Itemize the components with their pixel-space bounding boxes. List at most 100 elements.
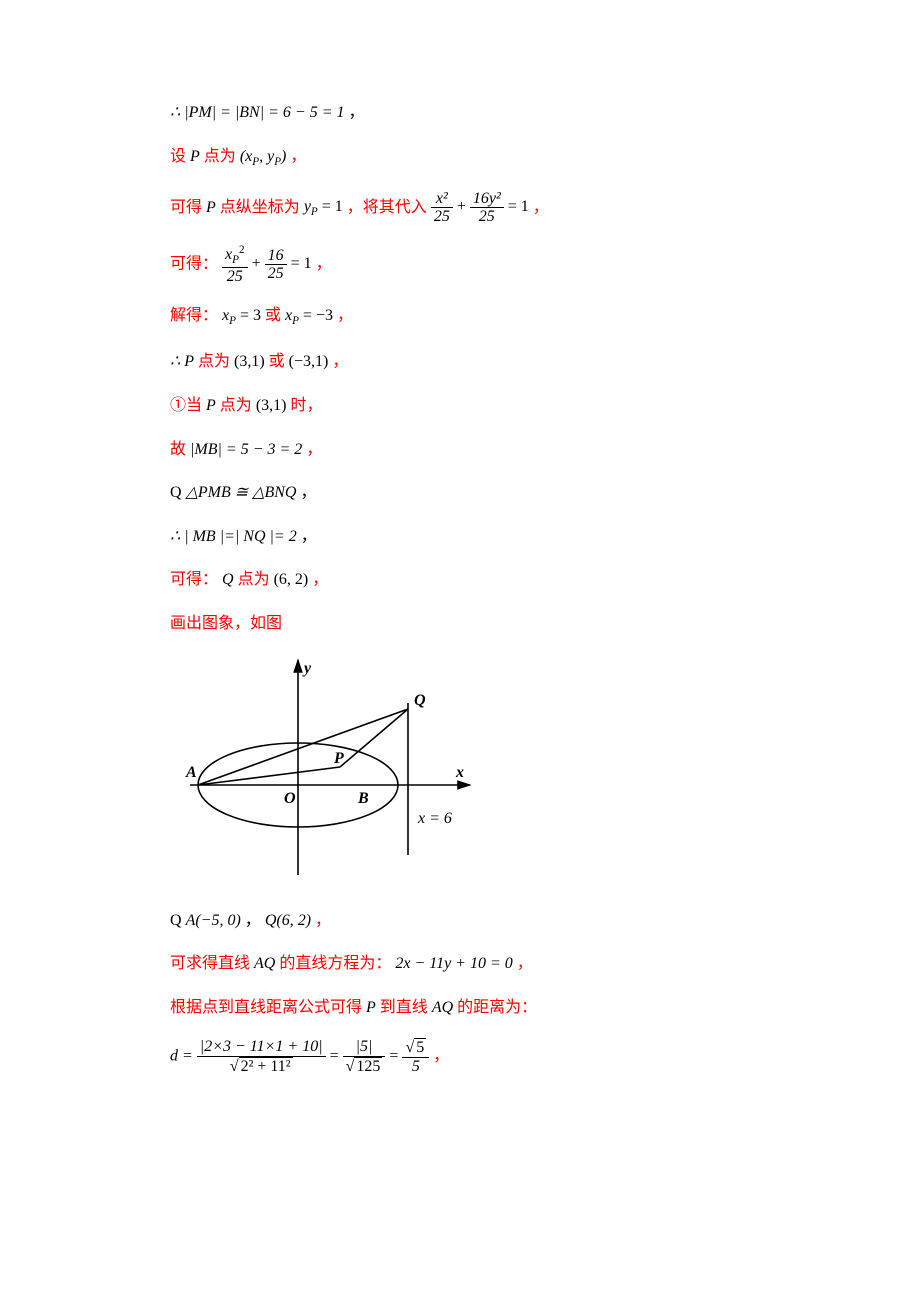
punct: ， xyxy=(517,955,533,972)
expr: (xP, yP) xyxy=(240,148,291,165)
var: Q xyxy=(222,571,234,588)
expr: A(−5, 0) xyxy=(186,912,241,929)
expr: xP = −3 xyxy=(285,307,337,324)
var: P xyxy=(190,148,200,165)
fraction: √5 5 xyxy=(402,1038,429,1075)
fraction: x²25 + 16y²25 = 1 xyxy=(431,198,533,215)
text: 故 xyxy=(170,441,190,458)
expr: (−3,1) xyxy=(289,353,329,370)
rad: 125 xyxy=(354,1057,382,1076)
var: P xyxy=(206,198,216,215)
punct: ， xyxy=(245,912,261,929)
step-line: ∴ | MB |=| NQ |= 2 ， xyxy=(170,524,750,550)
text: ，将其代入 xyxy=(347,198,431,215)
num: 16y² xyxy=(470,190,504,209)
step-line: 可得： xP225 + 1625 = 1 ， xyxy=(170,244,750,285)
den: 25 xyxy=(470,208,504,226)
step-line: Q △PMB ≅ △BNQ ， xyxy=(170,480,750,506)
den: 25 xyxy=(222,268,248,286)
text: 可求得直线 xyxy=(170,955,254,972)
punct: ， xyxy=(332,353,348,370)
punct: ， xyxy=(315,912,331,929)
expr: 2x − 11y + 10 = 0 xyxy=(395,955,512,972)
svg-text:y: y xyxy=(302,660,312,677)
svg-text:Q: Q xyxy=(414,692,426,709)
svg-text:x = 6: x = 6 xyxy=(417,810,452,827)
step-line: 画出图象，如图 xyxy=(170,611,750,637)
var: AQ xyxy=(432,999,453,1016)
num: √5 xyxy=(402,1038,429,1058)
svg-text:P: P xyxy=(333,750,344,767)
den: 25 xyxy=(265,265,287,283)
step-line: ∴ P 点为 (3,1) 或 (−3,1) ， xyxy=(170,349,750,375)
text: 的直线方程为： xyxy=(279,955,391,972)
expr: xP = 3 xyxy=(222,307,265,324)
op: + xyxy=(457,198,470,215)
svg-text:O: O xyxy=(284,790,296,807)
text: 根据点到直线距离公式可得 xyxy=(170,999,366,1016)
text: 点纵坐标为 xyxy=(220,198,304,215)
sub: P xyxy=(229,316,236,328)
fraction: |2×3 − 11×1 + 10| √2² + 11² xyxy=(197,1038,326,1075)
because: Q xyxy=(170,484,186,501)
expr: △PMB ≅ △BNQ xyxy=(186,484,297,501)
num: x² xyxy=(431,190,453,209)
rad: 2² + 11² xyxy=(239,1057,293,1076)
step-line: d = |2×3 − 11×1 + 10| √2² + 11² = |5| √1… xyxy=(170,1038,750,1075)
text: 设 xyxy=(170,148,190,165)
document-page: ∴ |PM| = |BN| = 6 − 5 = 1 ， 设 P 点为 (xP, … xyxy=(0,0,920,1302)
text: 可得： xyxy=(170,255,218,272)
step-line: 设 P 点为 (xP, yP) ， xyxy=(170,144,750,172)
step-line: ∴ |PM| = |BN| = 6 − 5 = 1 ， xyxy=(170,100,750,126)
den: 25 xyxy=(431,208,453,226)
fraction: xP225 + 1625 = 1 xyxy=(222,255,316,272)
text: 解得： xyxy=(170,307,218,324)
punct: ， xyxy=(306,441,322,458)
text: 可得： xyxy=(170,571,218,588)
punct: ， xyxy=(312,571,328,588)
t: ) xyxy=(281,148,286,165)
expr: | MB |=| NQ |= 2 xyxy=(184,528,297,545)
step-line: 可求得直线 AQ 的直线方程为： 2x − 11y + 10 = 0 ， xyxy=(170,951,750,977)
t: y xyxy=(304,198,311,215)
punct: ， xyxy=(300,484,316,501)
text: 点为 xyxy=(220,397,256,414)
step-line: 可得 P 点纵坐标为 yP = 1 ，将其代入 x²25 + 16y²25 = … xyxy=(170,190,750,226)
eq: = xyxy=(389,1048,402,1065)
text: 点为 xyxy=(204,148,240,165)
op: + xyxy=(252,255,265,272)
svg-text:B: B xyxy=(357,790,369,807)
expr: Q(6, 2) xyxy=(265,912,311,929)
text: 可得 xyxy=(170,198,206,215)
step-line: Q A(−5, 0) ， Q(6, 2) ， xyxy=(170,908,750,934)
expr: |MB| = 5 − 3 = 2 xyxy=(190,441,302,458)
diagram-svg: y x x = 6 A O B P Q xyxy=(180,655,480,885)
t: = −3 xyxy=(299,307,333,324)
num: |2×3 − 11×1 + 10| xyxy=(197,1038,326,1057)
rad: 5 xyxy=(414,1038,426,1057)
punct: ， xyxy=(533,198,549,215)
expr: |PM| = |BN| = 6 − 5 = 1 xyxy=(184,104,344,121)
step-line: 根据点到直线距离公式可得 P 到直线 AQ 的距离为： xyxy=(170,995,750,1021)
t: = 1 xyxy=(318,198,343,215)
expr: (3,1) xyxy=(256,397,287,414)
eq: = 1 xyxy=(508,198,529,215)
step-line: 解得： xP = 3 或 xP = −3 ， xyxy=(170,303,750,331)
var: P xyxy=(366,999,376,1016)
den: √125 xyxy=(343,1057,386,1076)
punct: ， xyxy=(337,307,353,324)
num: 16 xyxy=(265,247,287,266)
svg-text:x: x xyxy=(455,764,464,781)
text: 的距离为： xyxy=(457,999,537,1016)
step-line: ①当 P 点为 (3,1) 时， xyxy=(170,393,750,419)
text: 到直线 xyxy=(380,999,432,1016)
therefore: ∴ xyxy=(170,104,184,121)
figure-ellipse-diagram: y x x = 6 A O B P Q xyxy=(180,655,750,890)
text: 点为 xyxy=(198,353,234,370)
t: = 3 xyxy=(236,307,261,324)
den: 5 xyxy=(402,1058,429,1076)
fraction: |5| √125 xyxy=(343,1038,386,1075)
var: P xyxy=(206,397,216,414)
svg-text:A: A xyxy=(185,764,197,781)
var: P xyxy=(184,353,194,370)
